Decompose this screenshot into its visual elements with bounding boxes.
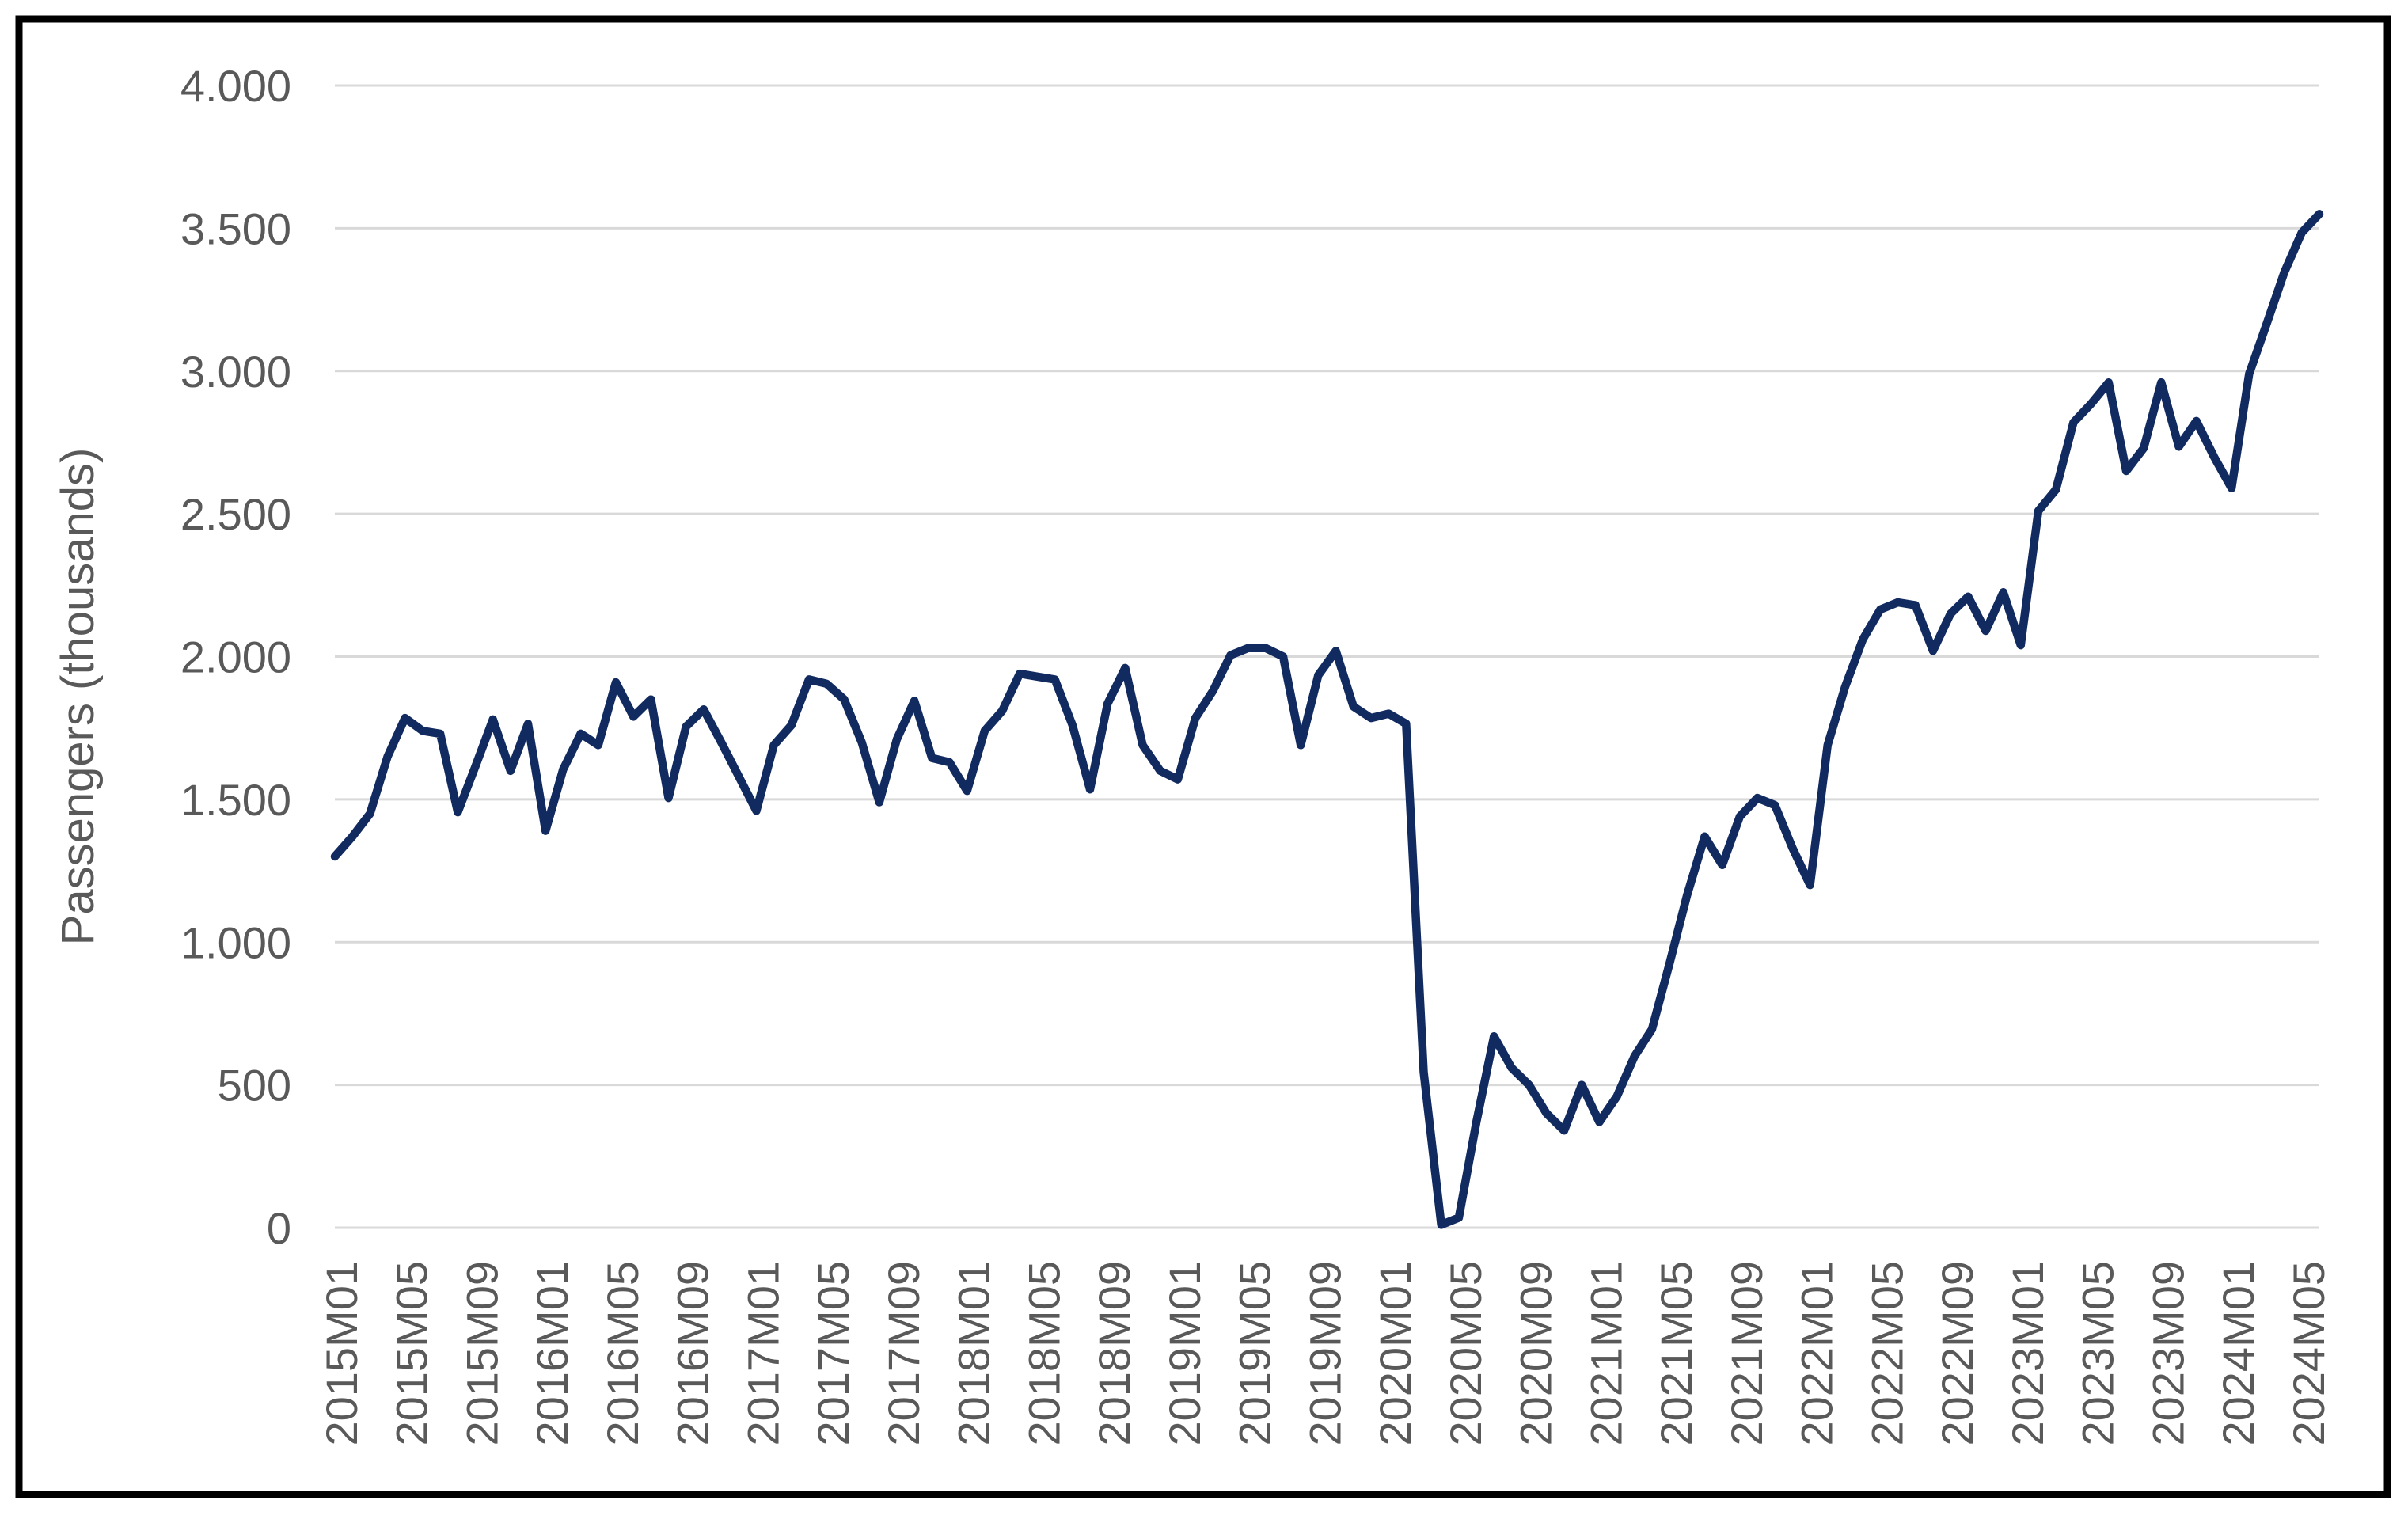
y-tick-label: 2.000 — [180, 632, 291, 682]
x-tick-label: 2023M09 — [2143, 1261, 2193, 1446]
y-tick-label: 1.500 — [180, 775, 291, 825]
y-axis-title: Passengers (thousands) — [52, 448, 104, 946]
x-tick-label: 2021M01 — [1581, 1261, 1631, 1446]
x-tick-label: 2018M05 — [1019, 1261, 1069, 1446]
y-tick-label: 2.500 — [180, 489, 291, 539]
y-tick-label: 500 — [218, 1061, 291, 1111]
x-tick-label: 2016M05 — [598, 1261, 648, 1446]
x-tick-label: 2021M09 — [1722, 1261, 1772, 1446]
x-tick-label: 2017M09 — [879, 1261, 929, 1446]
x-tick-label: 2017M01 — [739, 1261, 788, 1446]
x-tick-label: 2016M01 — [527, 1261, 577, 1446]
y-tick-label: 1.000 — [180, 917, 291, 967]
x-tick-label: 2024M01 — [2213, 1261, 2263, 1446]
x-tick-label: 2015M01 — [317, 1261, 367, 1446]
x-tick-label: 2017M05 — [808, 1261, 858, 1446]
y-tick-label: 0 — [267, 1203, 291, 1253]
x-tick-label: 2023M01 — [2003, 1261, 2053, 1446]
x-tick-label: 2018M09 — [1089, 1261, 1139, 1446]
x-tick-label: 2023M05 — [2073, 1261, 2123, 1446]
x-tick-label: 2024M05 — [2284, 1261, 2334, 1446]
x-tick-label: 2022M09 — [1932, 1261, 1982, 1446]
y-tick-label: 3.000 — [180, 347, 291, 397]
x-tick-label: 2018M01 — [949, 1261, 999, 1446]
x-tick-label: 2022M01 — [1792, 1261, 1842, 1446]
x-tick-label: 2020M05 — [1441, 1261, 1491, 1446]
x-tick-label: 2016M09 — [668, 1261, 718, 1446]
x-tick-label: 2019M05 — [1230, 1261, 1280, 1446]
x-tick-label: 2020M01 — [1370, 1261, 1420, 1446]
y-tick-label: 4.000 — [180, 61, 291, 111]
x-tick-label: 2019M01 — [1160, 1261, 1210, 1446]
x-tick-label: 2022M05 — [1862, 1261, 1912, 1446]
y-tick-label: 3.500 — [180, 203, 291, 253]
x-tick-label: 2019M09 — [1300, 1261, 1350, 1446]
x-tick-label: 2021M05 — [1651, 1261, 1701, 1446]
passengers-series-line — [330, 210, 2324, 1229]
outer-border — [15, 15, 2391, 1498]
x-tick-label: 2015M09 — [458, 1261, 507, 1446]
x-tick-label: 2015M05 — [387, 1261, 437, 1446]
x-tick-label: 2020M09 — [1511, 1261, 1561, 1446]
